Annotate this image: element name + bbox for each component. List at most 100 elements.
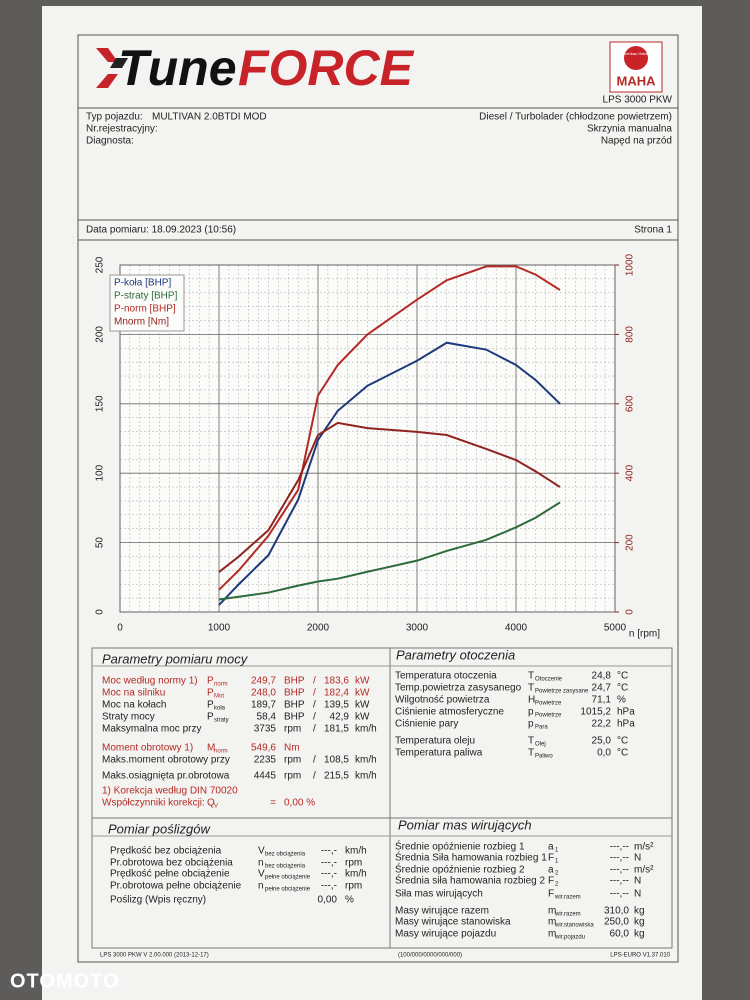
row-unit: % xyxy=(617,695,626,706)
row-unit-2: km/h xyxy=(355,755,377,766)
row-value: ---,-- xyxy=(610,889,629,900)
date: Data pomiaru: 18.09.2023 (10:56) xyxy=(86,225,236,236)
y-tick-label: 150 xyxy=(95,395,106,412)
series-line xyxy=(218,265,561,591)
row-label: Ciśnienie pary xyxy=(395,719,458,730)
row-unit: m/s² xyxy=(634,865,654,876)
row-label: Temperatura oleju xyxy=(395,736,475,747)
row-subscript: 1 xyxy=(555,848,559,854)
row-label: Pr.obrotowa pełne obciążenie xyxy=(110,881,242,892)
row-symbol: m xyxy=(548,929,556,940)
row-separator: / xyxy=(313,700,316,711)
row-label: Średnia siła hamowania rozbieg 2 xyxy=(395,874,546,887)
row-value: 250,0 xyxy=(604,917,629,928)
row-value-2: 182,4 xyxy=(324,688,349,699)
row-value: 0,0 xyxy=(597,748,611,759)
row-subscript: bez obciążenia xyxy=(265,864,306,870)
row-value: 4445 xyxy=(254,771,277,782)
row-separator: / xyxy=(313,724,316,735)
footer-left: LPS 3000 PKW V 2.00.000 (2013-12-17) xyxy=(100,953,209,959)
row-separator: / xyxy=(313,688,316,699)
row-label: Masy wirujące pojazdu xyxy=(395,929,496,940)
row-symbol: a xyxy=(548,865,554,876)
row-value: 0,00 xyxy=(318,895,338,906)
frame xyxy=(77,34,679,963)
row-subscript: 1 xyxy=(555,859,559,865)
y2-tick-label: 400 xyxy=(625,464,636,481)
row-value-2: 181,5 xyxy=(324,724,349,735)
row-subscript: pełne obciążenie xyxy=(265,875,311,881)
row-separator: / xyxy=(313,676,316,687)
row-value: 3735 xyxy=(254,724,277,735)
row-subscript: Otoczenie xyxy=(535,677,563,683)
row-subscript: koła xyxy=(214,706,226,712)
row-symbol: Q xyxy=(207,798,215,809)
row-symbol: F xyxy=(548,889,554,900)
y2-tick-label: 1000 xyxy=(625,253,636,276)
row-subscript: 2 xyxy=(555,871,559,877)
row-label: Poślizg (Wpis ręczny) xyxy=(110,895,206,906)
row-value: 249,7 xyxy=(251,676,276,687)
y2-tick-label: 0 xyxy=(625,609,636,615)
badge-text: Maschinenbau Haldenwang xyxy=(611,51,660,56)
section-title: Pomiar mas wirujących xyxy=(398,817,532,832)
row-subscript: Olej xyxy=(535,742,546,748)
row-subscript: Mot xyxy=(214,694,224,700)
row-label: Prędkość pełne obciążenie xyxy=(110,869,230,880)
row-unit: m/s² xyxy=(634,842,654,853)
row-value: ---,- xyxy=(321,846,337,857)
badge-name: MAHA xyxy=(617,73,657,88)
row-unit: BHP xyxy=(284,676,305,687)
x-tick-label: 5000 xyxy=(604,623,627,634)
row-unit: N xyxy=(634,876,641,887)
row-label: Moc według normy 1) xyxy=(102,676,198,687)
row-symbol: P xyxy=(207,676,214,687)
row-subscript: bez obciążenia xyxy=(265,852,306,858)
row-unit-2: kW xyxy=(355,712,370,723)
row-value: ---,- xyxy=(321,858,337,869)
row-subscript: pełne obciążenie xyxy=(265,887,311,893)
section-title: Parametry otoczenia xyxy=(396,647,515,662)
row-value: ---,- xyxy=(321,869,337,880)
x-tick-label: 2000 xyxy=(307,623,330,634)
row-unit: kg xyxy=(634,906,645,917)
row-value: 60,0 xyxy=(610,929,630,940)
row-symbol: V xyxy=(258,846,265,857)
field-label: Diagnosta: xyxy=(86,136,134,147)
row-value: = xyxy=(270,798,276,809)
row-unit: rpm xyxy=(284,755,301,766)
legend-entry: P-koła [BHP] xyxy=(114,278,171,289)
row-value: ---,-- xyxy=(610,853,629,864)
row-unit: km/h xyxy=(345,846,367,857)
row-unit: hPa xyxy=(617,707,635,718)
footer-center: (100/000/0000/000/000) xyxy=(398,953,462,959)
page-number: Strona 1 xyxy=(634,225,672,236)
row-value: 58,4 xyxy=(257,712,277,723)
row-unit: km/h xyxy=(345,869,367,880)
row-unit: rpm xyxy=(284,771,301,782)
legend-entry: P-straty [BHP] xyxy=(114,291,178,302)
x-tick-label: 3000 xyxy=(406,623,429,634)
row-subscript: norm xyxy=(214,749,228,755)
row-symbol: P xyxy=(207,688,214,699)
row-unit: BHP xyxy=(284,688,305,699)
row-symbol: H xyxy=(528,695,535,706)
row-unit: kg xyxy=(634,929,645,940)
legend-entry: Mnorm [Nm] xyxy=(114,317,169,328)
row-subscript: wir.razem xyxy=(554,912,581,918)
field-label: Typ pojazdu: xyxy=(86,112,143,123)
row-symbol: M xyxy=(207,743,215,754)
row-value: ---,-- xyxy=(610,842,629,853)
row-label: Maks.osiągnięta pr.obrotowa xyxy=(102,771,230,782)
row-value: ---,-- xyxy=(610,876,629,887)
row-value: 22,2 xyxy=(592,719,612,730)
row-label: Ciśnienie atmosferyczne xyxy=(395,707,504,718)
row-label: Masy wirujące razem xyxy=(395,906,489,917)
row-unit: rpm xyxy=(284,724,301,735)
row-value-2: 183,6 xyxy=(324,676,349,687)
row-label: Współczynniki korekcji: xyxy=(102,798,205,809)
row-subscript: Powietrze zasysane xyxy=(535,689,589,695)
row-subscript: Para xyxy=(535,725,548,731)
row-label: Straty mocy xyxy=(102,712,155,723)
